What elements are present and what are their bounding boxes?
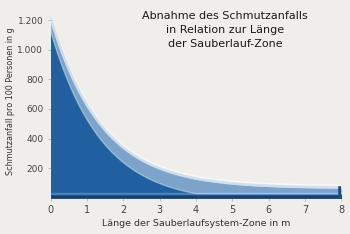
Text: Abnahme des Schmutzanfalls
in Relation zur Länge
der Sauberlauf-Zone: Abnahme des Schmutzanfalls in Relation z…: [142, 11, 308, 48]
X-axis label: Länge der Sauberlaufsystem-Zone in m: Länge der Sauberlaufsystem-Zone in m: [102, 219, 290, 228]
Y-axis label: Schmutzanfall pro 100 Personen in g: Schmutzanfall pro 100 Personen in g: [6, 28, 15, 176]
